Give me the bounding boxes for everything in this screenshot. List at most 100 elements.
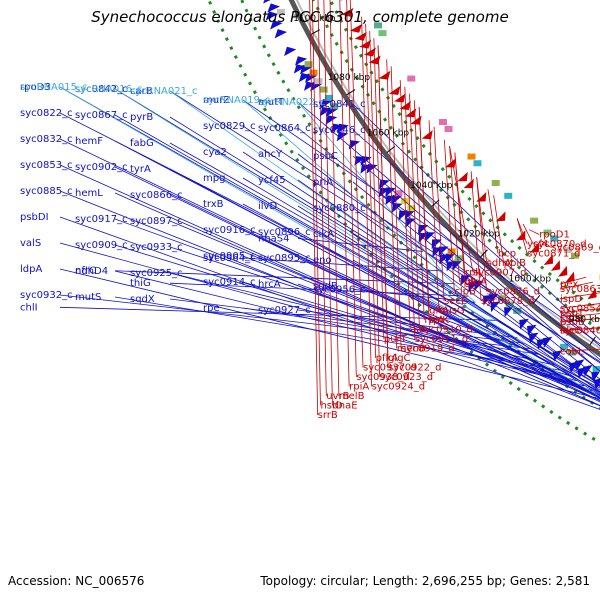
genes_reverse-leader-line xyxy=(559,303,600,309)
tick-label: 1000 kbp xyxy=(509,274,552,284)
genes_forward-gene-label: ndhD4 xyxy=(75,266,108,277)
forward-cds-arrow xyxy=(310,82,323,92)
genes_reverse-gene-label: sdhA xyxy=(487,258,512,269)
reverse-cds-arrow xyxy=(550,260,561,271)
genes_reverse-leader-line xyxy=(365,23,377,359)
reverse-cds-arrow xyxy=(558,265,568,277)
tick-label: 1100 kbp xyxy=(293,14,336,24)
genes_reverse-leader-line xyxy=(361,16,373,387)
genes_reverse-gene-label: secE xyxy=(444,296,467,307)
genes_reverse-gene-label: uvrB xyxy=(326,391,349,402)
genes_forward-gene-label: syc0864_c xyxy=(258,123,311,134)
genes_reverse-gene-label: purT xyxy=(384,334,408,345)
forward-cds-arrow xyxy=(295,56,308,66)
genes_reverse-gene-label: cobL xyxy=(560,346,584,357)
cog-category-block xyxy=(467,153,476,160)
genes_reverse-gene-label: bcp xyxy=(498,249,516,260)
genes_reverse-gene-label: ldcC xyxy=(560,326,582,337)
genes_forward-leader-line xyxy=(352,155,600,372)
genes_forward-gene-label: eno xyxy=(313,255,332,266)
genes_reverse-gene-label: hslO xyxy=(320,401,342,412)
tick-label: 1080 kbp xyxy=(328,73,371,83)
forward-cds-arrow xyxy=(527,324,537,336)
genome-title: Synechococcus elongatus PCC 6301, comple… xyxy=(91,8,509,26)
genes_forward-gene-label: syc0932_c xyxy=(20,290,73,301)
genes_forward-gene-label: syc0880_c xyxy=(313,203,366,214)
genes_forward-gene-label: syc0822_c xyxy=(20,108,73,119)
forward-cds-arrow xyxy=(325,115,338,125)
cog-category-block xyxy=(407,205,416,212)
cog-category-block xyxy=(560,343,569,350)
genes_forward-gene-label: chlI xyxy=(20,302,38,313)
genes_reverse-leader-line xyxy=(493,195,505,264)
genes_reverse-gene-label: rplJ xyxy=(460,277,476,288)
genes_forward-leader-line xyxy=(59,294,532,350)
genes_forward-leader-line xyxy=(242,281,577,382)
genes_reverse-gene-label: ycf4 xyxy=(527,239,548,250)
forward-cds-arrow xyxy=(378,179,390,190)
genes_forward-gene-label: mpg xyxy=(203,173,225,184)
genes_forward-gene-label: carB xyxy=(130,86,153,97)
genes_reverse-leader-line xyxy=(449,146,460,283)
genes_forward-gene-label: syc0896_c xyxy=(258,227,311,238)
forward-cds-arrow xyxy=(265,11,279,21)
genes_forward-leader-line xyxy=(169,282,469,297)
cog-category-block xyxy=(304,61,313,68)
genes_reverse-gene-label: pex xyxy=(560,279,578,290)
genes_reverse-leader-line xyxy=(559,292,600,300)
genes_forward-gene-label: mutT xyxy=(258,97,285,108)
forward-cds-arrow xyxy=(270,20,283,30)
forward-cds-arrow xyxy=(366,164,378,174)
forward-cds-arrow xyxy=(360,156,372,166)
cog-category-block xyxy=(378,30,387,37)
genes_forward-leader-line xyxy=(352,103,600,341)
cog-category-block xyxy=(373,22,382,29)
genes_reverse-leader-line xyxy=(443,139,455,292)
genes_forward-gene-label: hemF xyxy=(75,136,103,147)
genes_forward-leader-line xyxy=(242,229,600,396)
genes_rna-leader-line xyxy=(59,86,600,398)
genes_forward-leader-line xyxy=(169,220,600,401)
genes_reverse-gene-label: clpB xyxy=(454,287,476,298)
genes_reverse-leader-line xyxy=(317,0,327,397)
genes_rna-leader-line xyxy=(114,88,525,344)
genes_forward-gene-label: syc0909_c xyxy=(75,240,128,251)
genes_reverse-gene-label: rpoD1 xyxy=(539,230,570,241)
genes_reverse-leader-line xyxy=(377,45,389,368)
genes_forward-leader-line xyxy=(352,207,600,386)
genes_forward-gene-label: thiG xyxy=(130,278,151,289)
genes_forward-gene-label: syc0927_c xyxy=(258,305,311,316)
genes_forward-gene-label: sqdX xyxy=(130,294,155,305)
genes_reverse-leader-line xyxy=(339,0,350,387)
genes_reverse-gene-label: melB xyxy=(339,391,365,402)
genes_reverse-leader-line xyxy=(476,177,488,264)
genes_reverse-gene-label: psbB xyxy=(560,317,585,328)
genes_forward-gene-label: priA xyxy=(313,177,333,188)
genes_forward-gene-label: syc0905_c xyxy=(203,251,256,262)
reverse-cds-arrow xyxy=(349,23,363,33)
genes_forward-gene-label: syc0933_c xyxy=(130,242,183,253)
genes_reverse-gene-label: rplK xyxy=(429,315,449,326)
genes_reverse-leader-line xyxy=(433,126,445,302)
genes_forward-gene-label: syc0897_c xyxy=(130,216,183,227)
genes_forward-leader-line xyxy=(114,244,592,392)
genes_reverse-gene-label: dnaE xyxy=(332,401,357,412)
genes_reverse-gene-label: gltA xyxy=(429,306,449,317)
cog-category-block xyxy=(438,119,447,126)
genes_forward-gene-label: syc0846_c xyxy=(313,125,366,136)
forward-cds-arrow xyxy=(461,275,471,286)
genes_forward-leader-line xyxy=(59,164,600,407)
tick-label: 1020 kbp xyxy=(458,230,501,240)
genes_reverse-leader-line xyxy=(309,0,319,416)
genes_reverse-gene-label: rplA xyxy=(424,315,444,326)
genes_forward-gene-label: ldpA xyxy=(20,264,42,275)
genes_forward-leader-line xyxy=(352,259,600,398)
reverse-cds-arrow xyxy=(421,130,433,140)
genes_reverse-gene-label: syc0840_d xyxy=(560,326,600,337)
genes_forward-leader-line xyxy=(352,233,600,395)
forward-cds-arrow xyxy=(284,46,297,57)
genes_reverse-leader-line xyxy=(559,348,600,352)
genes_reverse-leader-line xyxy=(476,177,488,292)
reverse-cds-arrow xyxy=(463,178,474,189)
genes_reverse-leader-line xyxy=(470,171,482,302)
